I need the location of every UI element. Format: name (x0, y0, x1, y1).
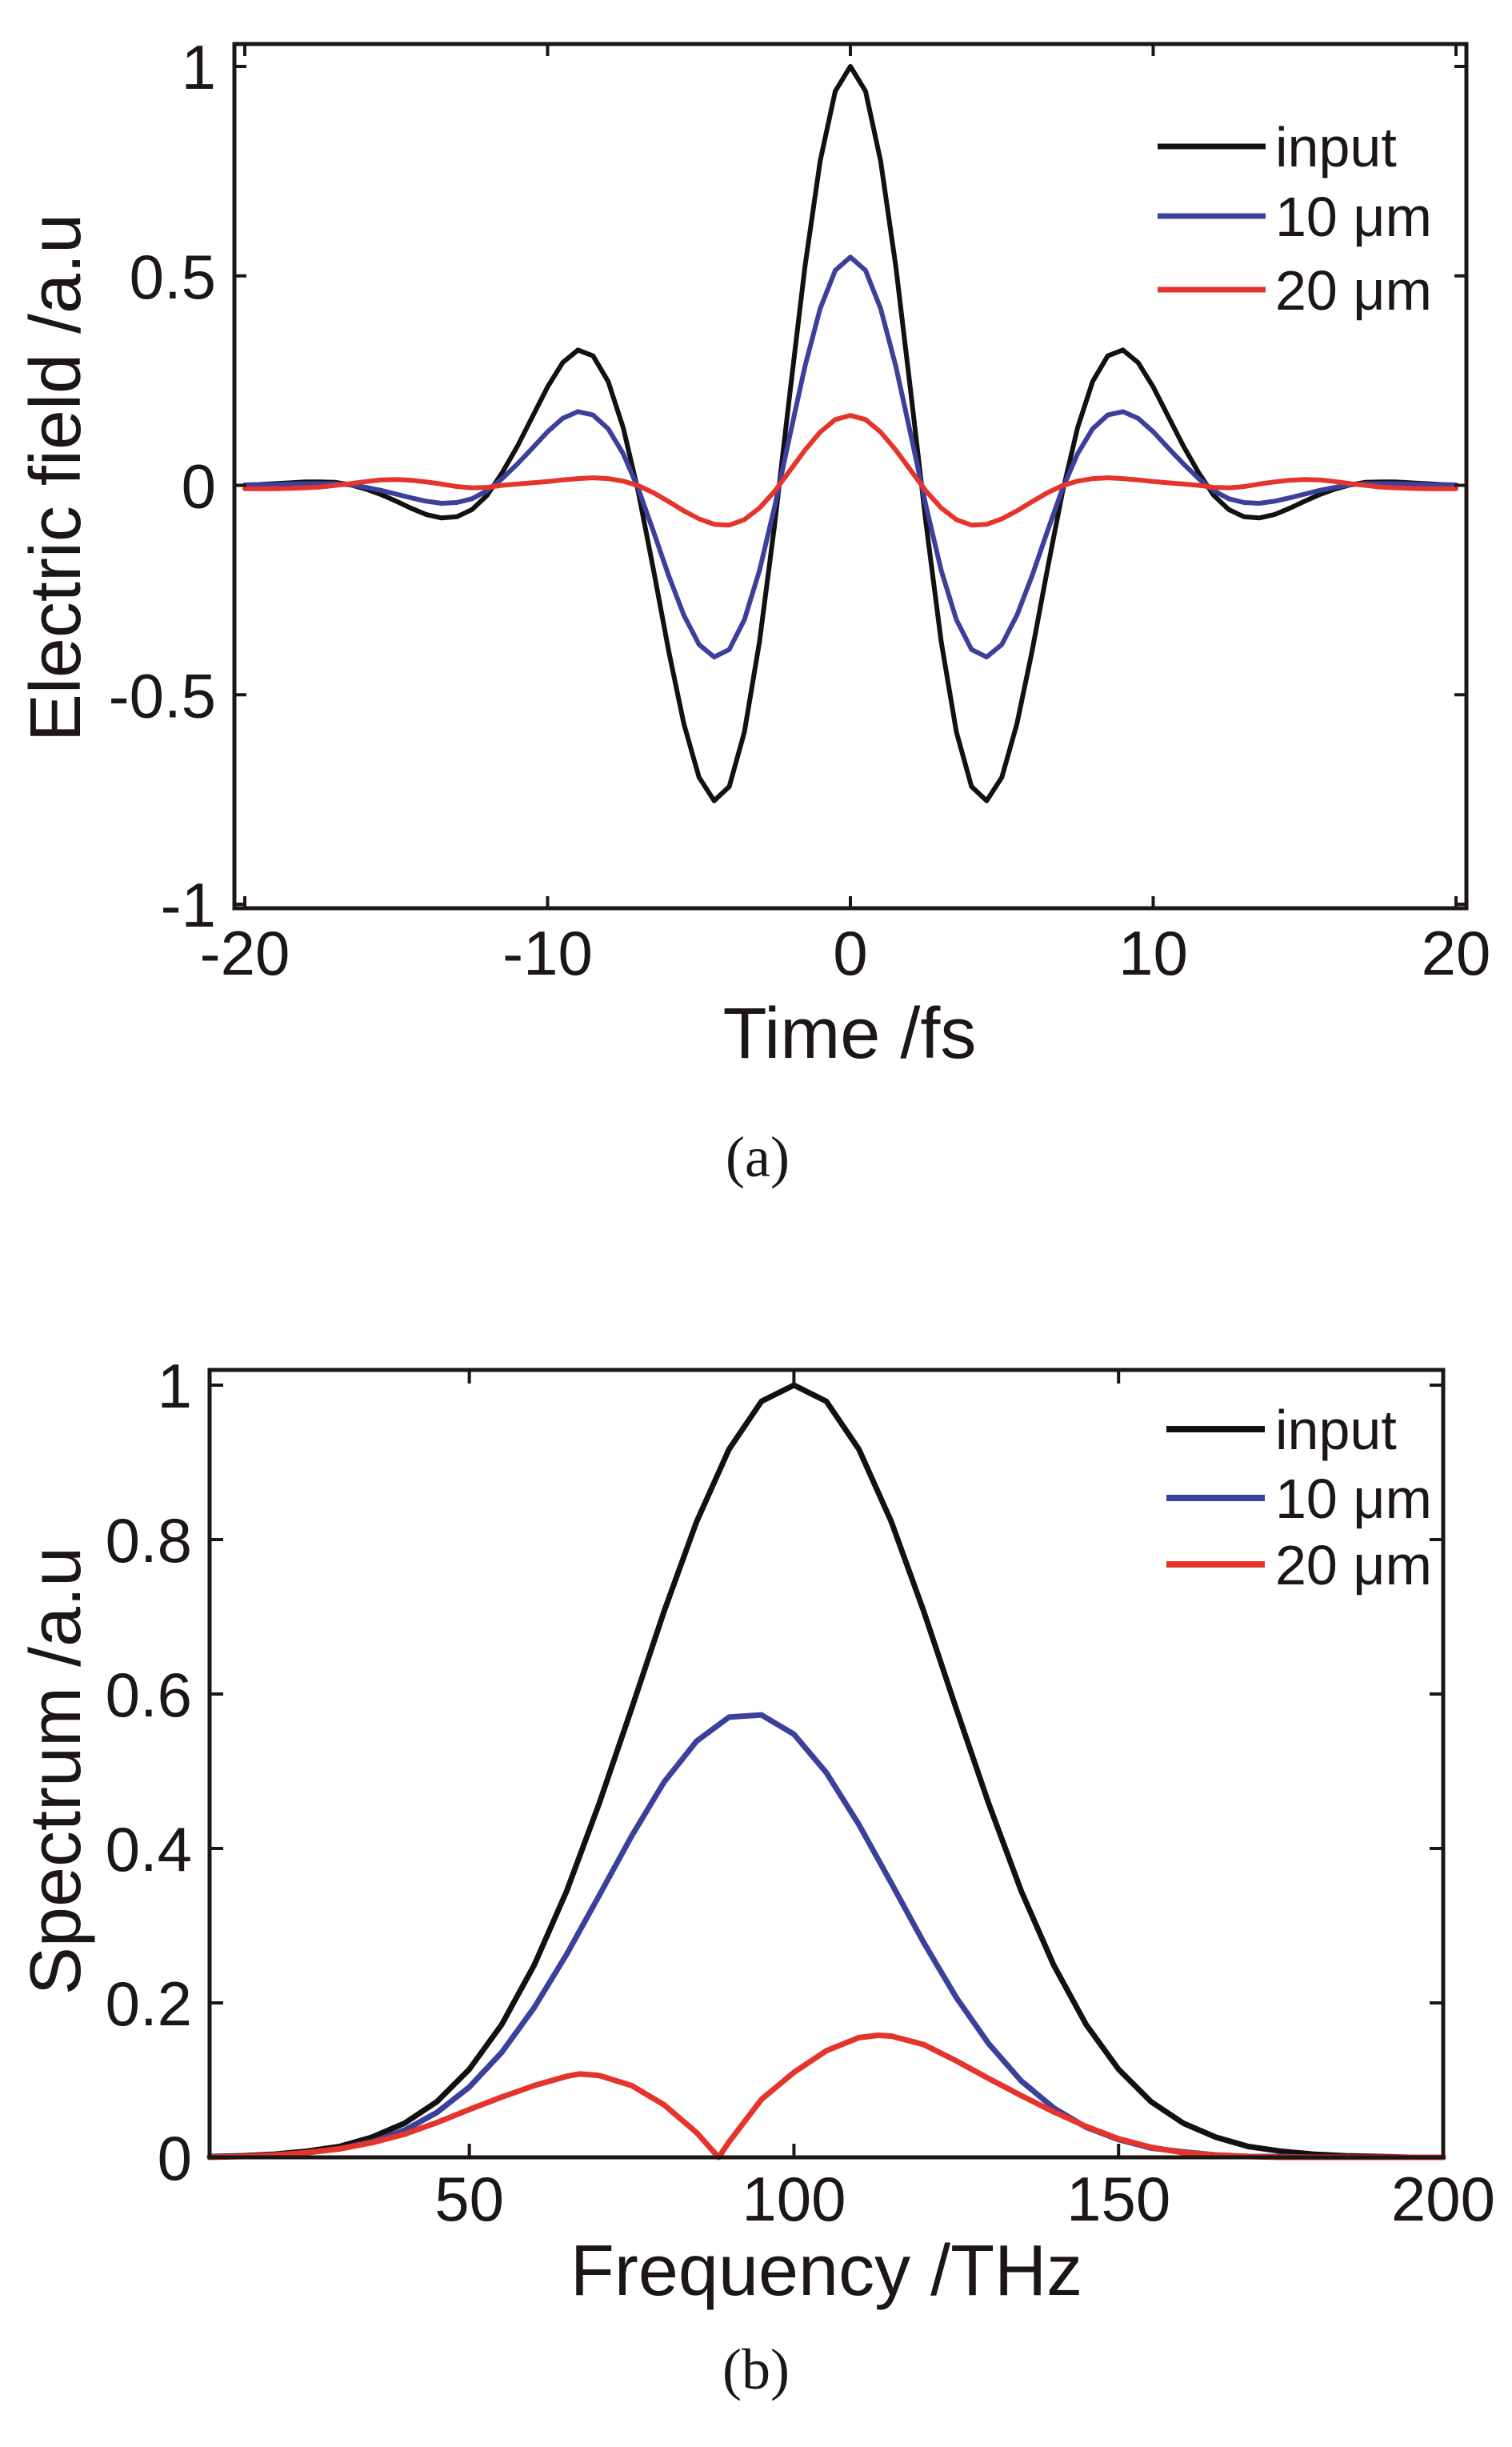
panel-a-legend: input 10 μm 20 μm (1158, 116, 1432, 322)
panel-a-x-axis-title: Time /fs (723, 994, 977, 1074)
series-line-20-um (242, 413, 1458, 528)
x-tick-label: 20 (1422, 918, 1491, 988)
legend-label: 10 μm (1275, 1468, 1432, 1530)
legend-item: 20 μm (1158, 259, 1432, 322)
legend-label: 20 μm (1275, 1534, 1432, 1596)
legend-item: 10 μm (1166, 1468, 1432, 1530)
y-tick-label: 0.4 (106, 1814, 192, 1884)
legend-item: 20 μm (1166, 1534, 1432, 1596)
panel-b-tick-labels: 50 100 150 200 0 0.2 0.4 0.6 0.8 1 (106, 1351, 1496, 2234)
legend-label: 20 μm (1275, 259, 1432, 322)
series-line-20-um (206, 2032, 1446, 2161)
y-tick-label: 1 (158, 1351, 192, 1421)
legend-label: input (1275, 116, 1397, 178)
panel-a-ticks (234, 44, 1466, 908)
panel-b-ticks (210, 1370, 1445, 2159)
panel-b-axes-box (207, 1368, 1446, 2160)
panel-a-series-layer (242, 64, 1458, 803)
x-tick-label: -20 (200, 918, 290, 988)
x-tick-label: 0 (833, 918, 867, 988)
y-tick-label: 0.8 (106, 1505, 192, 1576)
legend-item: input (1158, 116, 1397, 178)
panel-a-y-axis-title: Electric field /a.u (16, 214, 96, 742)
series-line-input (206, 1382, 1446, 2161)
panel-b-x-axis-title: Frequency /THz (570, 2231, 1082, 2311)
series-line-10-um (242, 254, 1458, 660)
y-tick-label: 0.5 (130, 242, 216, 312)
x-tick-label: 150 (1066, 2164, 1170, 2234)
x-tick-label: 10 (1118, 918, 1188, 988)
panel-b-caption: (b) (722, 2337, 790, 2401)
y-tick-label: 0.6 (106, 1660, 192, 1730)
y-tick-label: -1 (161, 870, 216, 940)
x-tick-label: 50 (434, 2164, 504, 2234)
y-tick-label: -0.5 (109, 660, 216, 731)
legend-label: input (1275, 1399, 1397, 1461)
panel-a-caption: (a) (726, 1125, 790, 1189)
legend-item: input (1166, 1399, 1397, 1461)
panel-b-y-axis-title: Spectrum /a.u (16, 1547, 96, 1995)
panel-a-tick-labels: -20 -10 0 10 20 -1 -0.5 0 0.5 1 (109, 32, 1491, 988)
legend-label: 10 μm (1275, 186, 1432, 248)
y-tick-label: 0 (182, 451, 216, 522)
y-tick-label: 0 (158, 2123, 192, 2193)
x-tick-label: 100 (742, 2164, 846, 2234)
x-tick-label: 200 (1391, 2164, 1495, 2234)
panel-a-electric-field-chart: -20 -10 0 10 20 -1 -0.5 0 0.5 1 input 10 μm 20 μm T… (16, 32, 1490, 1189)
x-tick-label: -10 (502, 918, 593, 988)
y-tick-label: 0.2 (106, 1968, 192, 2039)
series-line-input (242, 64, 1458, 803)
y-tick-label: 1 (182, 32, 216, 102)
legend-item: 10 μm (1158, 186, 1432, 248)
